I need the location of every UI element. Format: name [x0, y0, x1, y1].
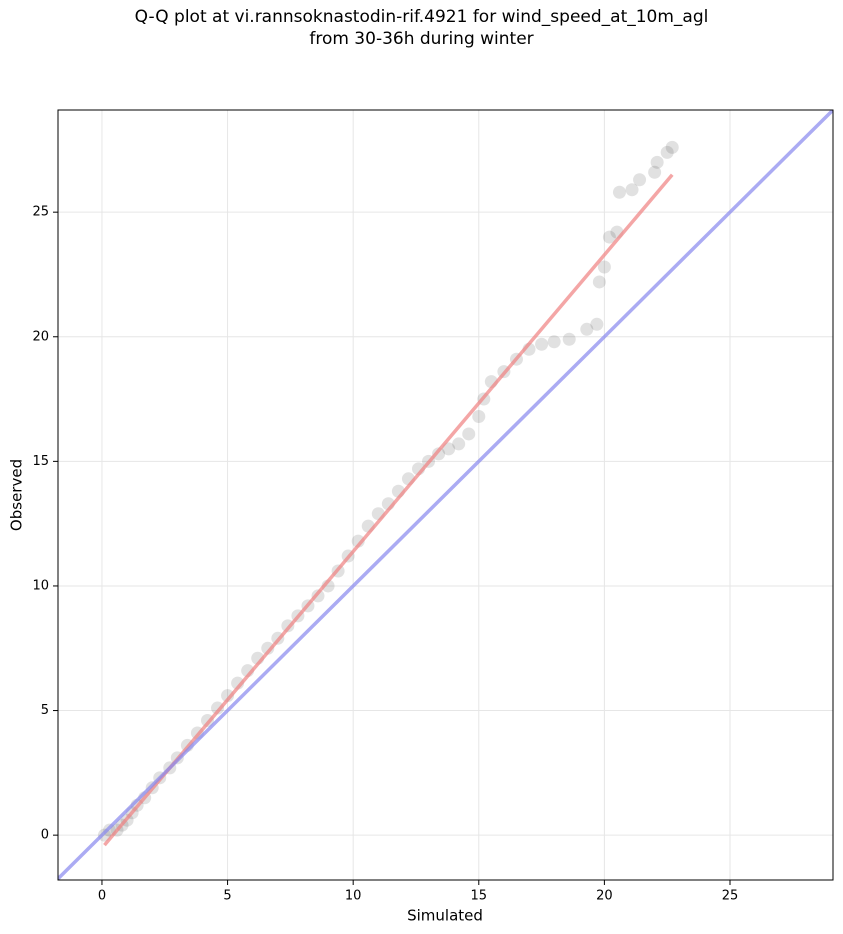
chart-title: Q-Q plot at vi.rannsoknastodin-rif.4921 … [134, 7, 709, 49]
x-tick-label: 15 [471, 889, 488, 904]
x-tick-label: 5 [223, 889, 231, 904]
point [211, 701, 225, 715]
point [665, 140, 679, 154]
point [625, 183, 639, 197]
x-tick-label: 0 [98, 889, 106, 904]
y-tick-label: 10 [32, 578, 49, 593]
x-axis-label: Simulated [407, 907, 483, 925]
point [597, 260, 611, 274]
point [633, 173, 647, 187]
point [602, 230, 616, 244]
y-tick-label: 5 [41, 703, 49, 718]
point [590, 317, 604, 331]
y-tick-label: 15 [32, 454, 49, 469]
y-axis-label: Observed [8, 459, 26, 531]
plot-frame [57, 109, 834, 881]
point [650, 155, 664, 169]
point [442, 442, 456, 456]
y-tick-label: 0 [41, 828, 49, 843]
point [648, 165, 662, 179]
point [547, 335, 561, 349]
point [472, 410, 486, 424]
plot-area [58, 110, 833, 880]
point [612, 185, 626, 199]
point [535, 337, 549, 351]
reference-line [58, 110, 833, 880]
fit-line [103, 173, 674, 847]
point [261, 641, 275, 655]
y-tick-label: 25 [32, 205, 49, 220]
point [660, 145, 674, 159]
point [562, 332, 576, 346]
point [221, 689, 235, 703]
x-tick-label: 25 [722, 889, 739, 904]
y-tick-label: 20 [32, 329, 49, 344]
x-tick-label: 20 [596, 889, 613, 904]
x-tick-label: 10 [345, 889, 362, 904]
point [592, 275, 606, 289]
point [452, 437, 466, 451]
point [462, 427, 476, 441]
point [580, 322, 594, 336]
point [97, 828, 111, 842]
